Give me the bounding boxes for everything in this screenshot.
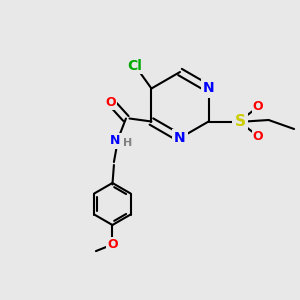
Text: H: H: [123, 137, 132, 148]
Text: N: N: [110, 134, 121, 148]
Text: Cl: Cl: [128, 59, 142, 73]
Text: O: O: [253, 100, 263, 113]
Text: O: O: [107, 238, 118, 251]
Text: N: N: [203, 82, 214, 95]
Text: O: O: [253, 130, 263, 143]
Text: N: N: [174, 131, 186, 145]
Text: S: S: [235, 114, 246, 129]
Text: O: O: [106, 95, 116, 109]
